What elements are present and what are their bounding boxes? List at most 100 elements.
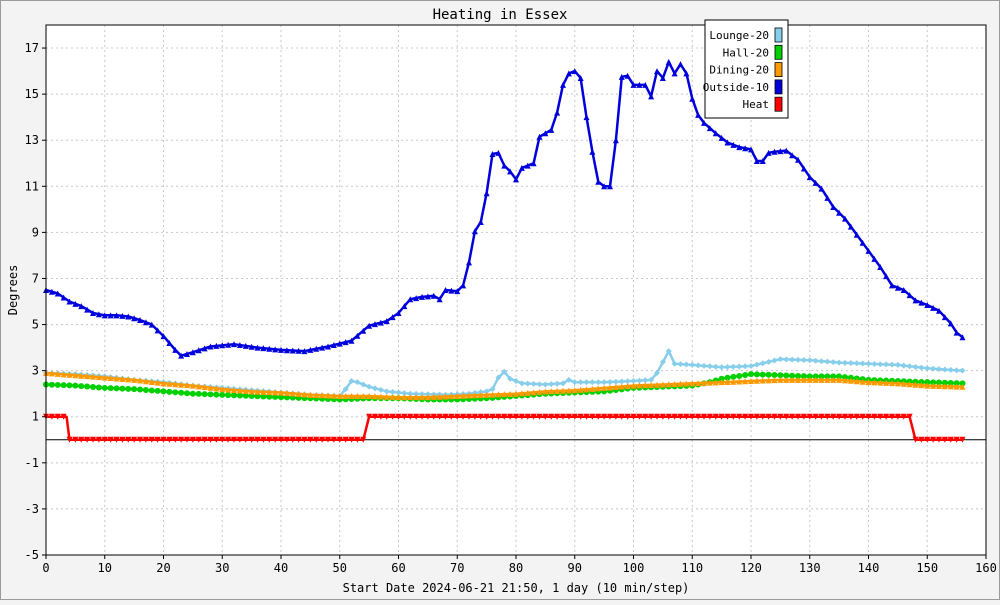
series-point-4-57 bbox=[377, 413, 384, 420]
x-tick-label-5: 50 bbox=[333, 561, 347, 575]
series-point-4-71 bbox=[460, 413, 467, 420]
grid bbox=[46, 25, 986, 555]
series-point-3-144 bbox=[889, 282, 895, 289]
series-point-3-74 bbox=[477, 219, 484, 226]
series-point-2-145 bbox=[894, 380, 901, 387]
series-point-4-142 bbox=[877, 413, 884, 420]
series-point-3-22 bbox=[172, 346, 179, 353]
series-point-2-59 bbox=[389, 393, 396, 400]
series-point-0-152 bbox=[936, 366, 942, 373]
series-point-3-154 bbox=[947, 320, 954, 327]
series-point-4-77 bbox=[495, 413, 502, 420]
x-tick-label-14: 140 bbox=[858, 561, 880, 575]
series-point-2-107 bbox=[671, 381, 678, 388]
series-point-2-76 bbox=[489, 391, 496, 398]
series-point-0-76 bbox=[489, 386, 496, 393]
series-point-1-32 bbox=[231, 392, 237, 399]
series-point-4-131 bbox=[812, 413, 819, 420]
series-point-4-17 bbox=[142, 436, 149, 443]
series-point-4-33 bbox=[236, 436, 243, 443]
series-point-3-87 bbox=[554, 109, 561, 116]
series-point-3-112 bbox=[701, 119, 707, 126]
series-point-3-150 bbox=[924, 301, 931, 308]
series-point-3-47 bbox=[319, 344, 326, 351]
x-tick-label-12: 120 bbox=[740, 561, 762, 575]
series-point-4-40 bbox=[278, 436, 284, 443]
series-point-1-13 bbox=[119, 385, 126, 392]
series-point-2-121 bbox=[753, 377, 760, 384]
series-point-0-124 bbox=[771, 357, 778, 364]
series-point-2-74 bbox=[477, 392, 484, 399]
series-point-3-38 bbox=[266, 345, 273, 352]
series-point-3-35 bbox=[248, 343, 255, 350]
y-tick-label-0: -5 bbox=[25, 548, 39, 562]
y-tick-label-4: 3 bbox=[32, 364, 39, 378]
series-point-1-116 bbox=[724, 374, 731, 381]
series-point-4-34 bbox=[242, 436, 249, 443]
series-point-4-112 bbox=[701, 413, 707, 420]
series-point-4-129 bbox=[800, 413, 807, 420]
series-dining-20 bbox=[43, 369, 966, 401]
series-point-4-136 bbox=[842, 413, 848, 420]
series-point-1-34 bbox=[242, 392, 249, 399]
series-point-2-90 bbox=[571, 387, 578, 394]
series-point-2-108 bbox=[677, 380, 684, 387]
series-point-2-126 bbox=[783, 376, 790, 383]
series-point-2-119 bbox=[742, 378, 749, 385]
series-point-4-24 bbox=[184, 436, 190, 443]
series-point-3-37 bbox=[260, 345, 267, 352]
series-point-3-124 bbox=[771, 148, 778, 155]
series-point-0-143 bbox=[883, 361, 890, 368]
series-point-3-8 bbox=[90, 310, 96, 317]
series-point-3-132 bbox=[818, 185, 825, 192]
series-point-4-46 bbox=[313, 436, 320, 443]
series-point-3-139 bbox=[859, 239, 866, 246]
x-tick-label-11: 110 bbox=[681, 561, 703, 575]
series-point-1-17 bbox=[142, 387, 149, 394]
series-point-2-115 bbox=[718, 379, 725, 386]
series-point-2-137 bbox=[847, 377, 854, 384]
series-point-2-54 bbox=[360, 393, 367, 399]
series-point-2-15 bbox=[131, 376, 138, 383]
series-point-1-135 bbox=[836, 373, 843, 380]
series-point-4-37 bbox=[260, 436, 267, 443]
series-point-3-145 bbox=[894, 284, 901, 291]
series-point-4-106 bbox=[665, 413, 672, 420]
series-point-1-20 bbox=[160, 388, 167, 395]
series-point-0-118 bbox=[736, 363, 743, 370]
series-point-0-90 bbox=[571, 379, 578, 386]
series-point-4-53 bbox=[354, 436, 361, 443]
series-point-0-112 bbox=[701, 362, 707, 369]
series-point-4-90 bbox=[571, 413, 578, 420]
y-tick-label-10: 15 bbox=[25, 87, 39, 101]
series-point-3-123 bbox=[765, 149, 772, 156]
series-point-4-45 bbox=[307, 436, 314, 443]
series-point-3-83 bbox=[530, 160, 537, 167]
series-point-3-153 bbox=[941, 314, 948, 321]
series-point-4-3 bbox=[60, 413, 67, 420]
series-point-3-127 bbox=[789, 152, 796, 159]
series-point-4-137 bbox=[847, 413, 854, 420]
series-point-3-24 bbox=[184, 350, 190, 357]
series-point-3-136 bbox=[842, 215, 848, 222]
y-axis-title: Degrees bbox=[6, 265, 20, 316]
series-point-0-61 bbox=[401, 390, 408, 397]
series-point-2-7 bbox=[84, 373, 91, 380]
series-point-2-23 bbox=[178, 381, 185, 388]
series-point-3-70 bbox=[454, 288, 461, 295]
series-point-3-12 bbox=[113, 312, 120, 319]
series-point-1-134 bbox=[830, 373, 837, 380]
series-point-4-18 bbox=[148, 436, 155, 443]
series-point-3-107 bbox=[671, 70, 678, 77]
series-point-1-3 bbox=[60, 382, 67, 389]
series-point-4-47 bbox=[319, 436, 326, 443]
series-point-2-27 bbox=[201, 384, 208, 391]
series-point-3-67 bbox=[436, 296, 443, 303]
series-point-1-15 bbox=[131, 386, 138, 393]
series-point-0-106 bbox=[665, 348, 672, 355]
series-point-1-150 bbox=[924, 379, 931, 386]
series-point-3-88 bbox=[560, 81, 566, 88]
series-point-0-51 bbox=[342, 386, 349, 393]
